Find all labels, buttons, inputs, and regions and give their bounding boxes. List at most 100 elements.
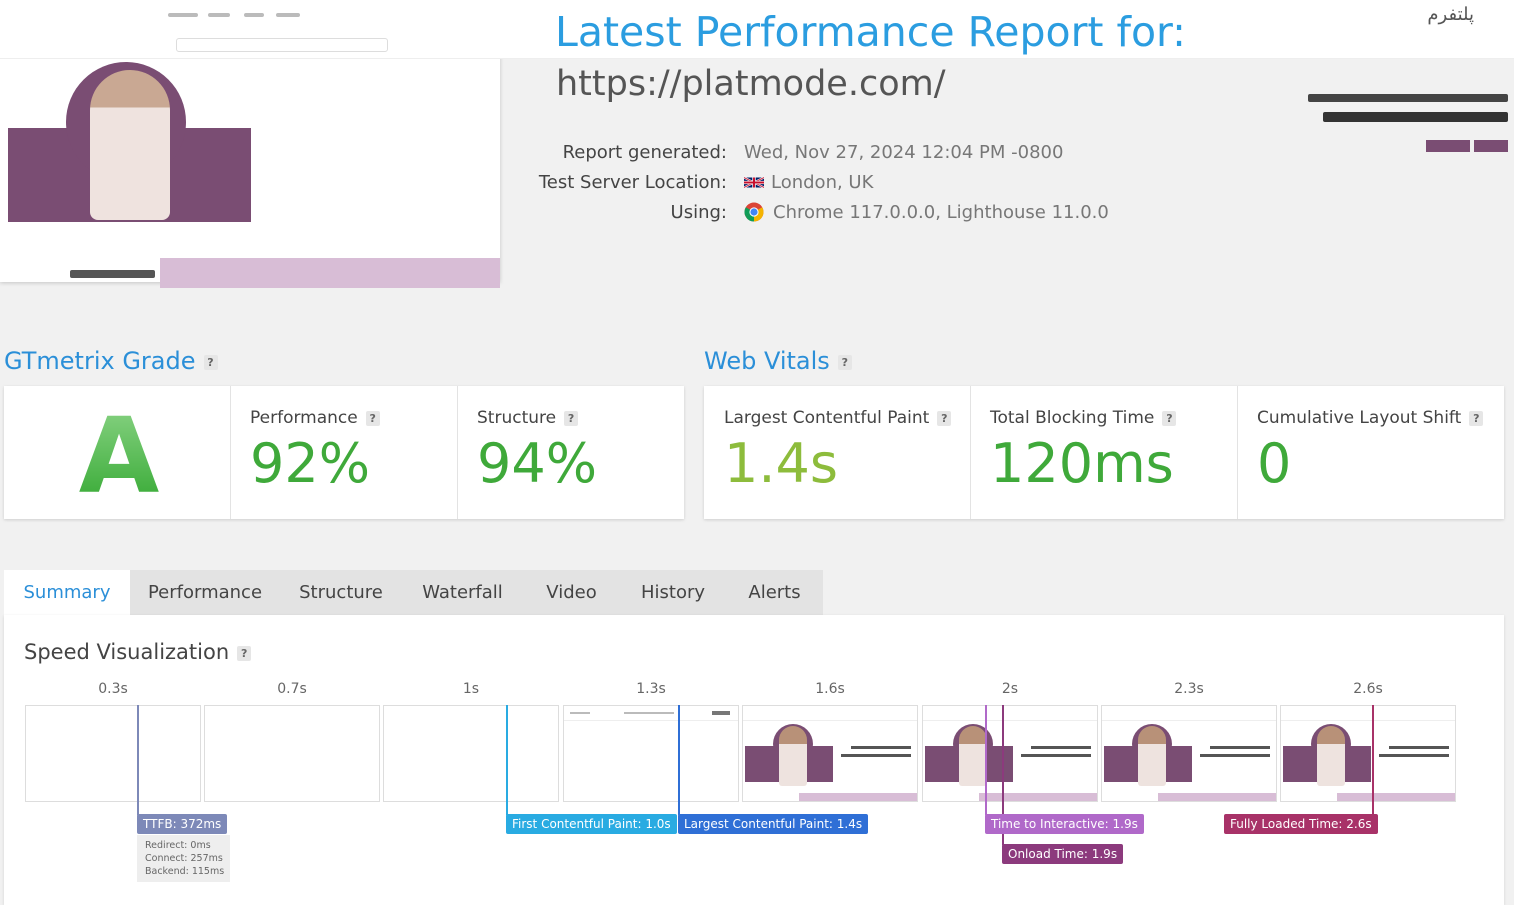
tab-performance[interactable]: Performance [130, 570, 281, 615]
web-vitals-card: Largest Contentful Paint? 1.4s Total Blo… [704, 386, 1504, 519]
grade-letter-text: A [79, 408, 160, 500]
fully-loaded-marker-line [1372, 705, 1374, 815]
filmstrip-frame-blank[interactable] [204, 705, 380, 802]
thumb-search-box [176, 38, 388, 52]
frame-time-label: 1.3s [636, 681, 666, 697]
server-location-text: London, UK [771, 172, 874, 193]
frame-header [1102, 706, 1276, 721]
cls-cell: Cumulative Layout Shift? 0 [1237, 386, 1504, 519]
onload-marker[interactable]: Onload Time: 1.9s [1002, 844, 1124, 864]
help-icon[interactable]: ? [365, 410, 380, 426]
frame-header [1281, 706, 1455, 721]
filmstrip-frame-loaded[interactable] [1280, 705, 1456, 802]
server-location-value: London, UK [744, 172, 873, 193]
filmstrip-frame-loaded[interactable] [1101, 705, 1277, 802]
frame-category-banner [979, 793, 1097, 801]
filmstrip-frame-blank[interactable] [25, 705, 201, 802]
help-icon[interactable]: ? [564, 410, 579, 426]
filmstrip-frame-loaded[interactable] [922, 705, 1098, 802]
frame-headline [1021, 754, 1091, 757]
structure-score-label-text: Structure [477, 408, 557, 428]
tti-marker-line [985, 705, 987, 815]
frame-hero-person [779, 726, 807, 786]
lcp-marker-line [678, 705, 680, 815]
tbt-label: Total Blocking Time? [990, 408, 1177, 428]
web-vitals-heading-text: Web Vitals [704, 347, 830, 375]
gtmetrix-grade-heading: GTmetrix Grade? [4, 347, 218, 375]
thumb-nav-item [168, 13, 198, 17]
frame-header-text [570, 712, 590, 714]
speed-visualization-heading: Speed Visualization? [24, 640, 252, 664]
frame-time-label: 0.7s [277, 681, 307, 697]
server-location-label: Test Server Location: [538, 172, 727, 193]
filmstrip-frame-loaded[interactable] [742, 705, 918, 802]
frame-hero-person [959, 726, 987, 786]
ttfb-breakdown: Redirect: 0ms Connect: 257ms Backend: 11… [137, 835, 230, 882]
tab-structure[interactable]: Structure [280, 570, 403, 615]
performance-score-value: 92% [250, 432, 371, 495]
thumb-category-banner [160, 258, 500, 288]
structure-score-label: Structure? [477, 408, 579, 428]
grade-letter: A [79, 408, 160, 500]
help-icon[interactable]: ? [837, 354, 852, 370]
lcp-marker[interactable]: Largest Contentful Paint: 1.4s [678, 814, 869, 834]
backend-time: Backend: 115ms [145, 866, 225, 877]
frame-headline [841, 754, 911, 757]
frame-logo [712, 711, 730, 715]
tab-summary[interactable]: Summary [4, 570, 130, 616]
report-url[interactable]: https://platmode.com/ [556, 64, 946, 104]
frame-header [923, 706, 1097, 721]
frame-time-label: 2.6s [1353, 681, 1383, 697]
frame-time-label: 1s [462, 681, 480, 697]
performance-score-label-text: Performance [250, 408, 358, 428]
thumb-hero-person [90, 70, 170, 220]
uk-flag-icon [744, 176, 764, 189]
report-generated-label: Report generated: [562, 142, 727, 163]
thumb-category-label [70, 270, 155, 278]
tab-alerts[interactable]: Alerts [726, 570, 823, 615]
help-icon[interactable]: ? [1469, 410, 1484, 426]
tab-video[interactable]: Video [523, 570, 621, 615]
browser-label: Using: [670, 202, 727, 223]
frame-headline [1389, 746, 1449, 749]
fcp-marker[interactable]: First Contentful Paint: 1.0s [506, 814, 677, 834]
thumb-nav-item [276, 13, 300, 17]
frame-headline [1200, 754, 1270, 757]
fcp-marker-line [506, 705, 508, 815]
web-vitals-heading: Web Vitals? [704, 347, 852, 375]
frame-time-label: 2s [1001, 681, 1019, 697]
frame-nav [624, 712, 674, 714]
tab-history[interactable]: History [620, 570, 727, 615]
performance-score-cell: Performance? 92% [230, 386, 458, 519]
grade-letter-cell: A [4, 386, 231, 519]
gtmetrix-grade-heading-text: GTmetrix Grade [4, 347, 196, 375]
structure-score-value: 94% [477, 432, 598, 495]
frame-hero-person [1317, 726, 1345, 786]
frame-time-label: 1.6s [815, 681, 845, 697]
performance-score-label: Performance? [250, 408, 380, 428]
frame-headline [851, 746, 911, 749]
tab-waterfall[interactable]: Waterfall [402, 570, 524, 615]
tbt-label-text: Total Blocking Time [990, 408, 1155, 428]
fully-loaded-marker[interactable]: Fully Loaded Time: 2.6s [1224, 814, 1378, 834]
connect-time: Connect: 257ms [145, 853, 223, 864]
help-icon[interactable]: ? [937, 410, 952, 426]
frame-time-label: 0.3s [98, 681, 128, 697]
help-icon[interactable]: ? [203, 354, 218, 370]
cls-value: 0 [1257, 432, 1292, 495]
ttfb-marker[interactable]: TTFB: 372ms [137, 814, 228, 834]
frame-headline [1210, 746, 1270, 749]
report-generated-value: Wed, Nov 27, 2024 12:04 PM -0800 [744, 142, 1064, 163]
filmstrip-frame-partial[interactable] [563, 705, 739, 802]
thumb-search-bar-row [0, 30, 1514, 59]
cls-label-text: Cumulative Layout Shift [1257, 408, 1462, 428]
speed-visualization-heading-text: Speed Visualization [24, 640, 230, 664]
frame-headline [1031, 746, 1091, 749]
frame-hero-person [1138, 726, 1166, 786]
frame-category-banner [1337, 793, 1455, 801]
tti-marker[interactable]: Time to Interactive: 1.9s [985, 814, 1144, 834]
help-icon[interactable]: ? [237, 645, 252, 661]
help-icon[interactable]: ? [1162, 410, 1177, 426]
filmstrip-frame-blank[interactable] [383, 705, 559, 802]
tbt-value: 120ms [990, 432, 1174, 495]
